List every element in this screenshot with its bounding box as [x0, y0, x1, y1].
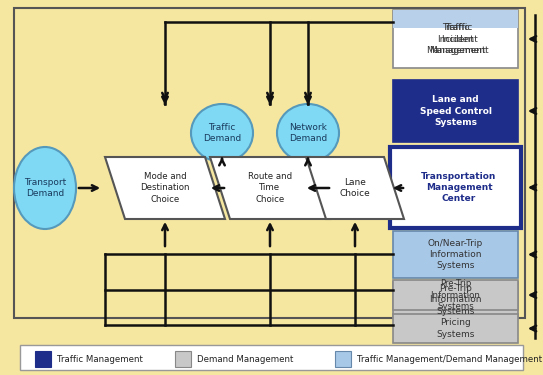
Text: Transport
Demand: Transport Demand	[24, 178, 66, 198]
FancyBboxPatch shape	[393, 10, 518, 28]
FancyBboxPatch shape	[393, 10, 518, 68]
Ellipse shape	[277, 104, 339, 162]
Text: Traffic Management: Traffic Management	[57, 354, 143, 363]
Ellipse shape	[14, 147, 76, 229]
FancyBboxPatch shape	[175, 351, 191, 367]
FancyBboxPatch shape	[335, 351, 351, 367]
FancyBboxPatch shape	[393, 282, 518, 318]
FancyBboxPatch shape	[393, 280, 518, 310]
Text: Pre-Trip
Information
Systems: Pre-Trip Information Systems	[431, 279, 481, 311]
Text: Demand Management: Demand Management	[197, 354, 293, 363]
Text: Transportation
Management
Center: Transportation Management Center	[421, 171, 497, 204]
FancyBboxPatch shape	[20, 345, 523, 370]
Text: On/Near-Trip
Information
Systems: On/Near-Trip Information Systems	[428, 238, 483, 270]
Text: Traffic
Incident
Management: Traffic Incident Management	[426, 23, 485, 55]
Text: Route and
Time
Choice: Route and Time Choice	[248, 172, 292, 204]
FancyBboxPatch shape	[393, 314, 518, 343]
FancyBboxPatch shape	[14, 8, 525, 318]
Polygon shape	[210, 157, 330, 219]
Text: Traffic Management/Demand Management: Traffic Management/Demand Management	[357, 354, 542, 363]
Ellipse shape	[191, 104, 253, 162]
FancyBboxPatch shape	[393, 80, 518, 142]
Text: Lane
Choice: Lane Choice	[339, 178, 370, 198]
Text: Pre-Trip
Information
Systems: Pre-Trip Information Systems	[430, 284, 482, 316]
FancyBboxPatch shape	[390, 147, 521, 228]
Text: Lane and
Speed Control
Systems: Lane and Speed Control Systems	[420, 95, 491, 127]
FancyBboxPatch shape	[35, 351, 51, 367]
Text: Network
Demand: Network Demand	[289, 123, 327, 143]
FancyBboxPatch shape	[393, 231, 518, 278]
Text: Pricing
Systems: Pricing Systems	[437, 318, 475, 339]
Text: Traffic
Incident
Management: Traffic Incident Management	[429, 23, 489, 55]
Text: Traffic
Demand: Traffic Demand	[203, 123, 241, 143]
Text: Mode and
Destination
Choice: Mode and Destination Choice	[140, 172, 190, 204]
Polygon shape	[105, 157, 225, 219]
Polygon shape	[306, 157, 404, 219]
